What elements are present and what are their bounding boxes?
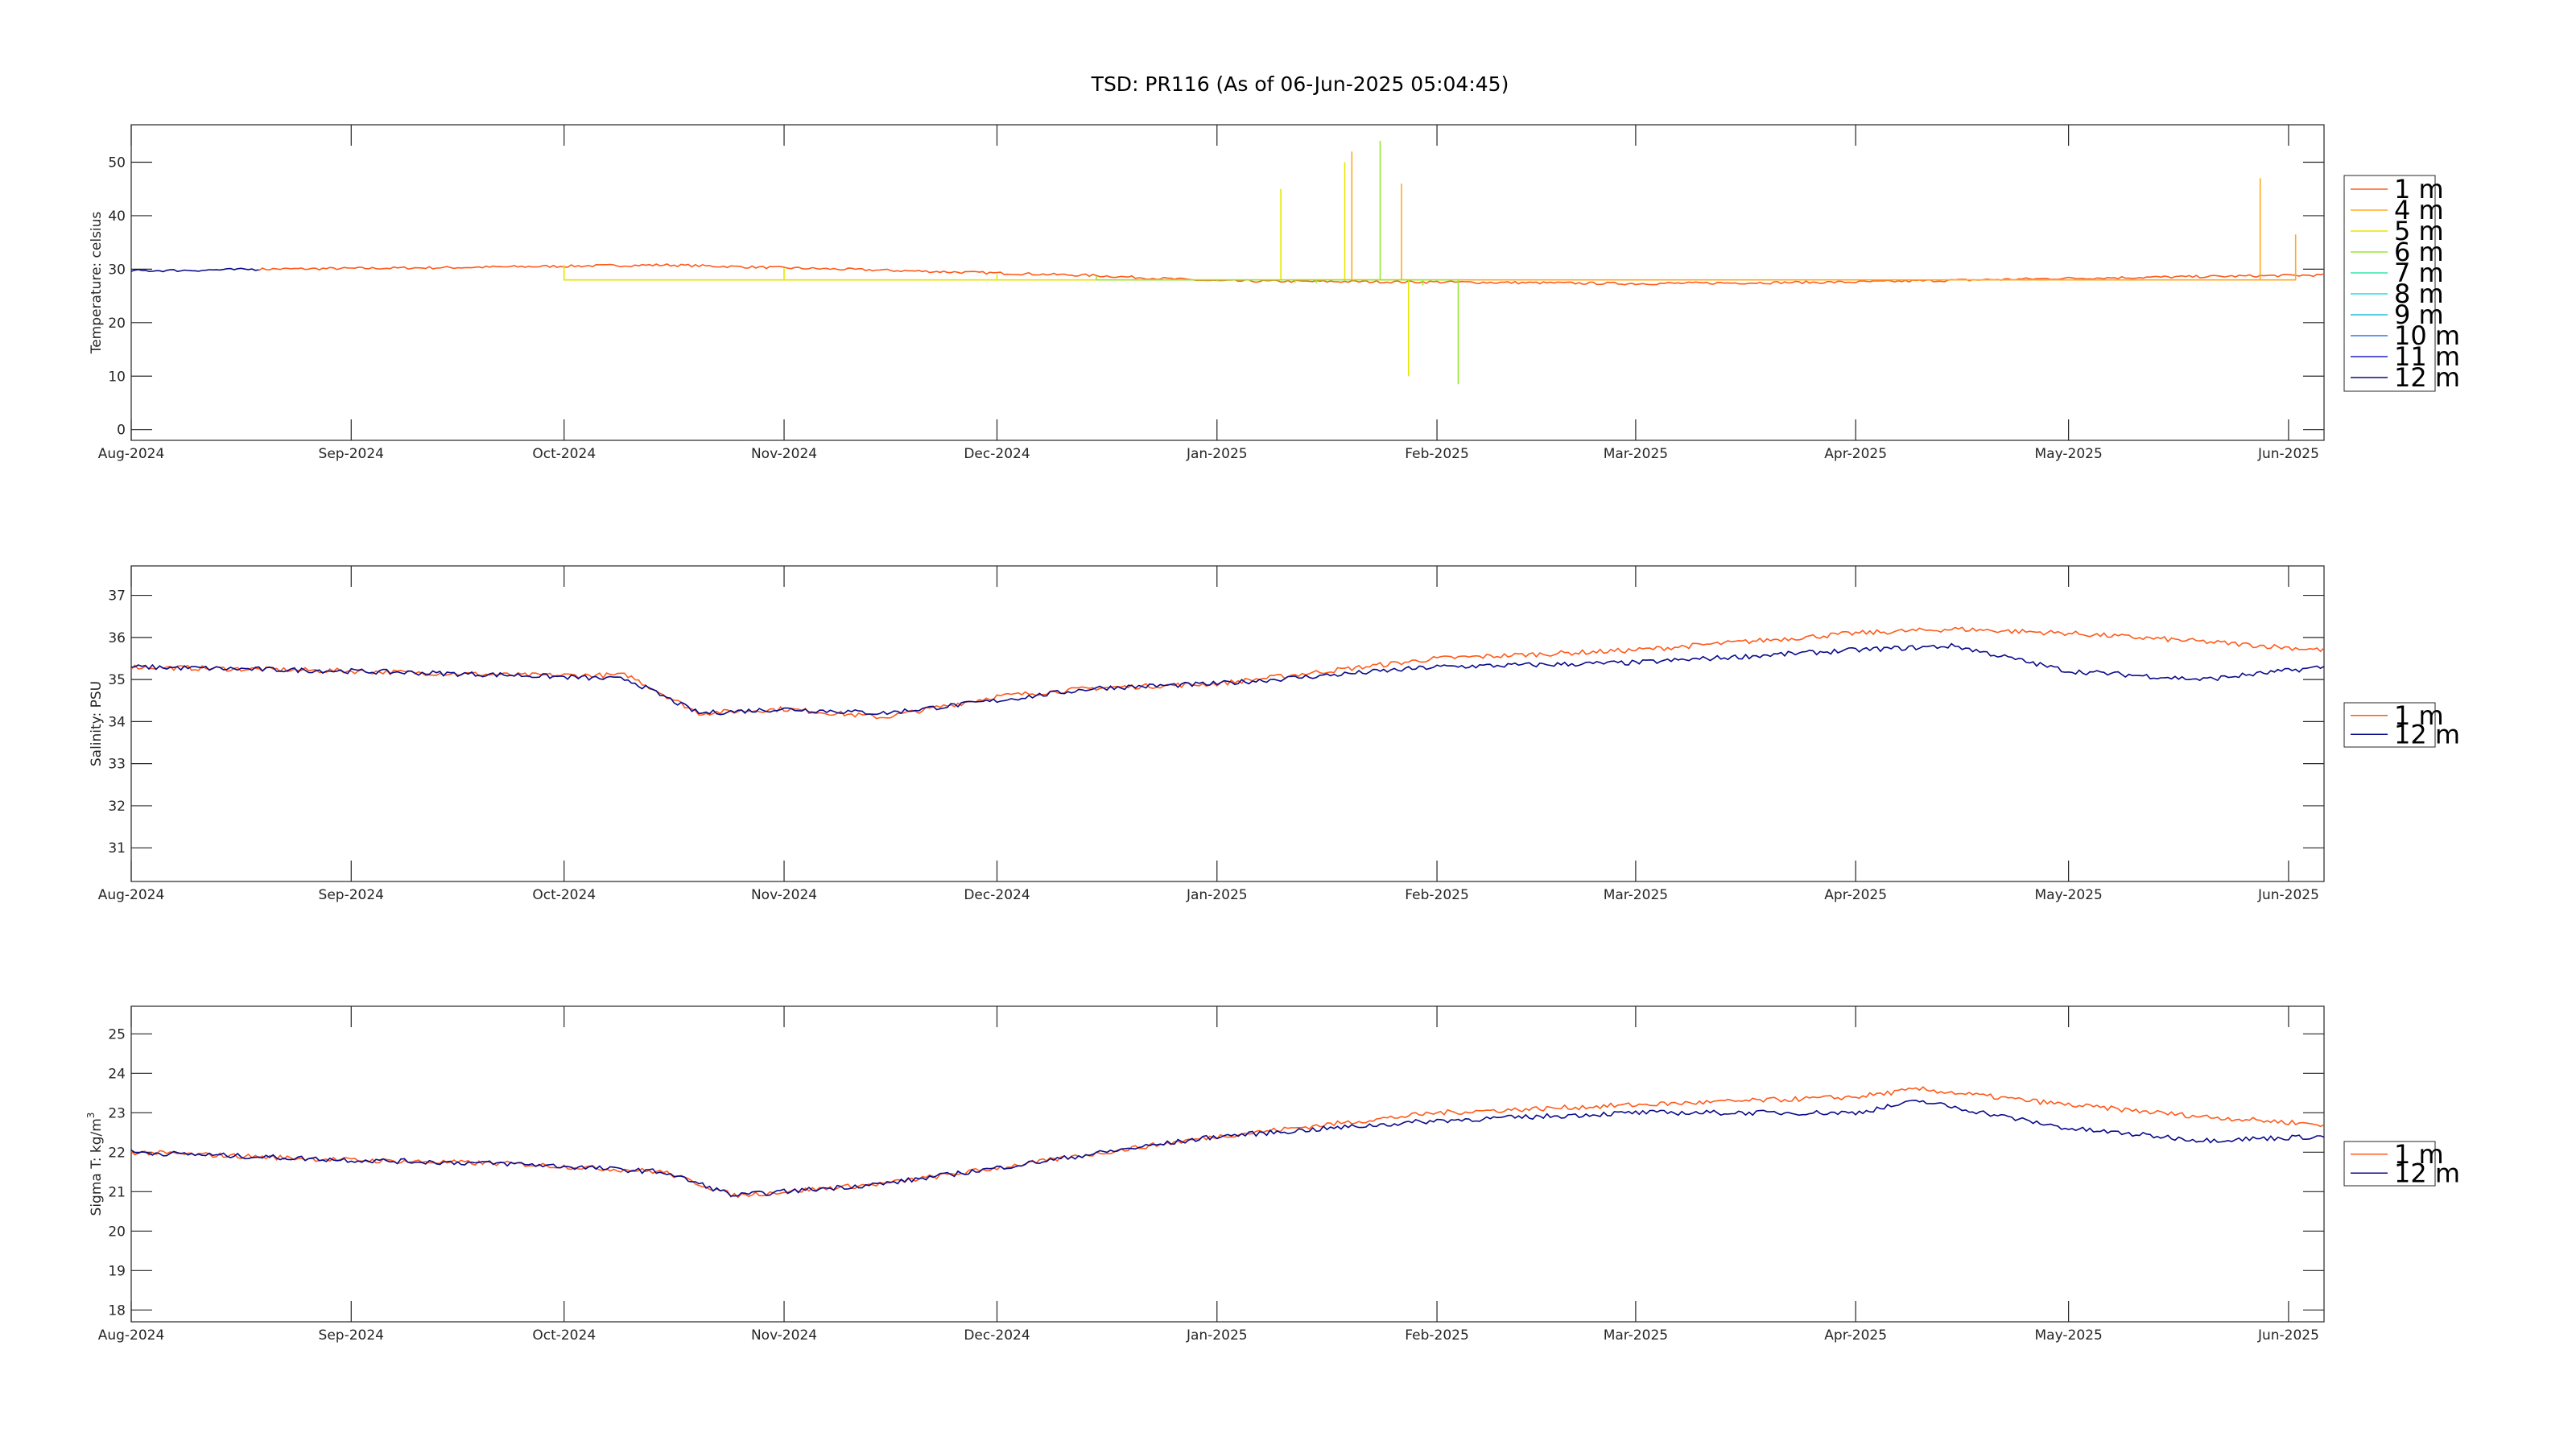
legend-label: 12 m [2394, 1158, 2460, 1188]
x-tick-label: Feb-2025 [1405, 1327, 1469, 1344]
legend-label: 5 m [2394, 216, 2444, 246]
x-tick-label: May-2025 [2035, 887, 2103, 903]
legend-label: 10 m [2394, 320, 2460, 351]
chart-panel-2: Aug-2024 Sep-2024 Oct-2024 Nov-2024 Dec-2024… [89, 565, 2460, 903]
x-tick-label: Sep-2024 [319, 446, 384, 462]
figure-title: TSD: PR116 (As of 06-Jun-2025 05:04:45) [1091, 72, 1509, 96]
legend-box [2343, 702, 2436, 748]
legend-label: 7 m [2394, 258, 2444, 288]
legend: 1 m12 m [2343, 700, 2460, 749]
x-tick-label: Mar-2025 [1604, 887, 1668, 903]
series-line-12m [131, 642, 2324, 716]
series-line-12m [131, 1099, 2324, 1197]
x-tick-label: Aug-2024 [98, 887, 165, 903]
series-line-12m [131, 267, 259, 273]
y-tick-label: 30 [108, 262, 126, 278]
y-tick-label: 33 [108, 757, 126, 773]
y-tick-label: 50 [108, 155, 126, 171]
x-tick-label: Feb-2025 [1405, 887, 1469, 903]
chart-panel-3: Aug-2024 Sep-2024 Oct-2024 Nov-2024 Dec-2024… [85, 1005, 2460, 1344]
x-tick-label: Jan-2025 [1186, 446, 1248, 462]
plot-area [130, 1005, 2325, 1323]
legend-label: 4 m [2394, 195, 2444, 225]
y-axis-label: Sigma T: kg/m3 [85, 1113, 105, 1216]
legend-label: 12 m [2394, 719, 2460, 749]
x-tick-label: Dec-2024 [964, 887, 1030, 903]
x-tick-label: Jun-2025 [2257, 446, 2319, 462]
y-tick-label: 20 [108, 1224, 126, 1240]
y-tick-label: 21 [108, 1184, 126, 1200]
legend: 1 m4 m5 m6 m7 m8 m9 m10 m11 m12 m [2343, 174, 2460, 393]
y-tick-label: 23 [108, 1105, 126, 1121]
x-tick-label: Jan-2025 [1186, 1327, 1248, 1344]
legend-box [2343, 175, 2436, 392]
y-tick-label: 19 [108, 1263, 126, 1279]
legend-label: 11 m [2394, 341, 2460, 372]
x-tick-label: Jun-2025 [2257, 1327, 2319, 1344]
x-tick-label: Oct-2024 [532, 1327, 596, 1344]
x-tick-label: Apr-2025 [1824, 887, 1887, 903]
panels: Aug-2024 Sep-2024 Oct-2024 Nov-2024 Dec-2024… [85, 124, 2460, 1344]
x-tick-label: Oct-2024 [532, 446, 596, 462]
x-tick-label: May-2025 [2035, 1327, 2103, 1344]
legend-box [2343, 1141, 2436, 1187]
x-tick-label: Nov-2024 [751, 446, 817, 462]
x-tick-label: May-2025 [2035, 446, 2103, 462]
y-axis-label: Temperature: celsius [89, 212, 105, 355]
x-tick-label: Oct-2024 [532, 887, 596, 903]
series-line-1m [131, 626, 2324, 720]
x-tick-label: Mar-2025 [1604, 1327, 1668, 1344]
x-tick-label: Sep-2024 [319, 887, 384, 903]
y-tick-label: 35 [108, 672, 126, 688]
y-tick-label: 25 [108, 1026, 126, 1042]
series-line-6m [1096, 140, 1459, 385]
x-tick-label: Feb-2025 [1405, 446, 1469, 462]
x-tick-label: Apr-2025 [1824, 446, 1887, 462]
x-tick-label: Jun-2025 [2257, 887, 2319, 903]
chart-panel-1: Aug-2024 Sep-2024 Oct-2024 Nov-2024 Dec-2024… [89, 124, 2460, 462]
y-tick-label: 36 [108, 630, 126, 646]
legend-label: 8 m [2394, 279, 2444, 309]
legend: 1 m12 m [2343, 1139, 2460, 1188]
legend-label: 1 m [2394, 700, 2444, 731]
legend-label: 1 m [2394, 1139, 2444, 1170]
y-tick-label: 20 [108, 316, 126, 332]
y-tick-label: 37 [108, 588, 126, 605]
y-tick-label: 34 [108, 714, 126, 730]
y-axis-label: Salinity: PSU [89, 681, 105, 766]
x-tick-label: Dec-2024 [964, 446, 1030, 462]
y-tick-label: 40 [108, 208, 126, 225]
plot-area [130, 565, 2325, 882]
y-tick-label: 0 [117, 423, 126, 439]
y-tick-label: 10 [108, 369, 126, 385]
x-tick-label: Sep-2024 [319, 1327, 384, 1344]
x-tick-label: Nov-2024 [751, 887, 817, 903]
x-tick-label: Aug-2024 [98, 446, 165, 462]
y-tick-label: 22 [108, 1145, 126, 1161]
plot-area [130, 124, 2325, 441]
legend-label: 6 m [2394, 237, 2444, 267]
y-tick-label: 32 [108, 799, 126, 815]
x-tick-label: Jan-2025 [1186, 887, 1248, 903]
y-tick-label: 24 [108, 1066, 126, 1082]
y-tick-label: 31 [108, 840, 126, 857]
series-line-1m [131, 1086, 2324, 1199]
x-tick-label: Dec-2024 [964, 1327, 1030, 1344]
x-tick-label: Apr-2025 [1824, 1327, 1887, 1344]
x-tick-label: Nov-2024 [751, 1327, 817, 1344]
x-tick-label: Mar-2025 [1604, 446, 1668, 462]
legend-label: 1 m [2394, 174, 2444, 204]
legend-label: 9 m [2394, 299, 2444, 330]
y-tick-label: 18 [108, 1302, 126, 1319]
x-tick-label: Aug-2024 [98, 1327, 165, 1344]
legend-label: 12 m [2394, 362, 2460, 393]
